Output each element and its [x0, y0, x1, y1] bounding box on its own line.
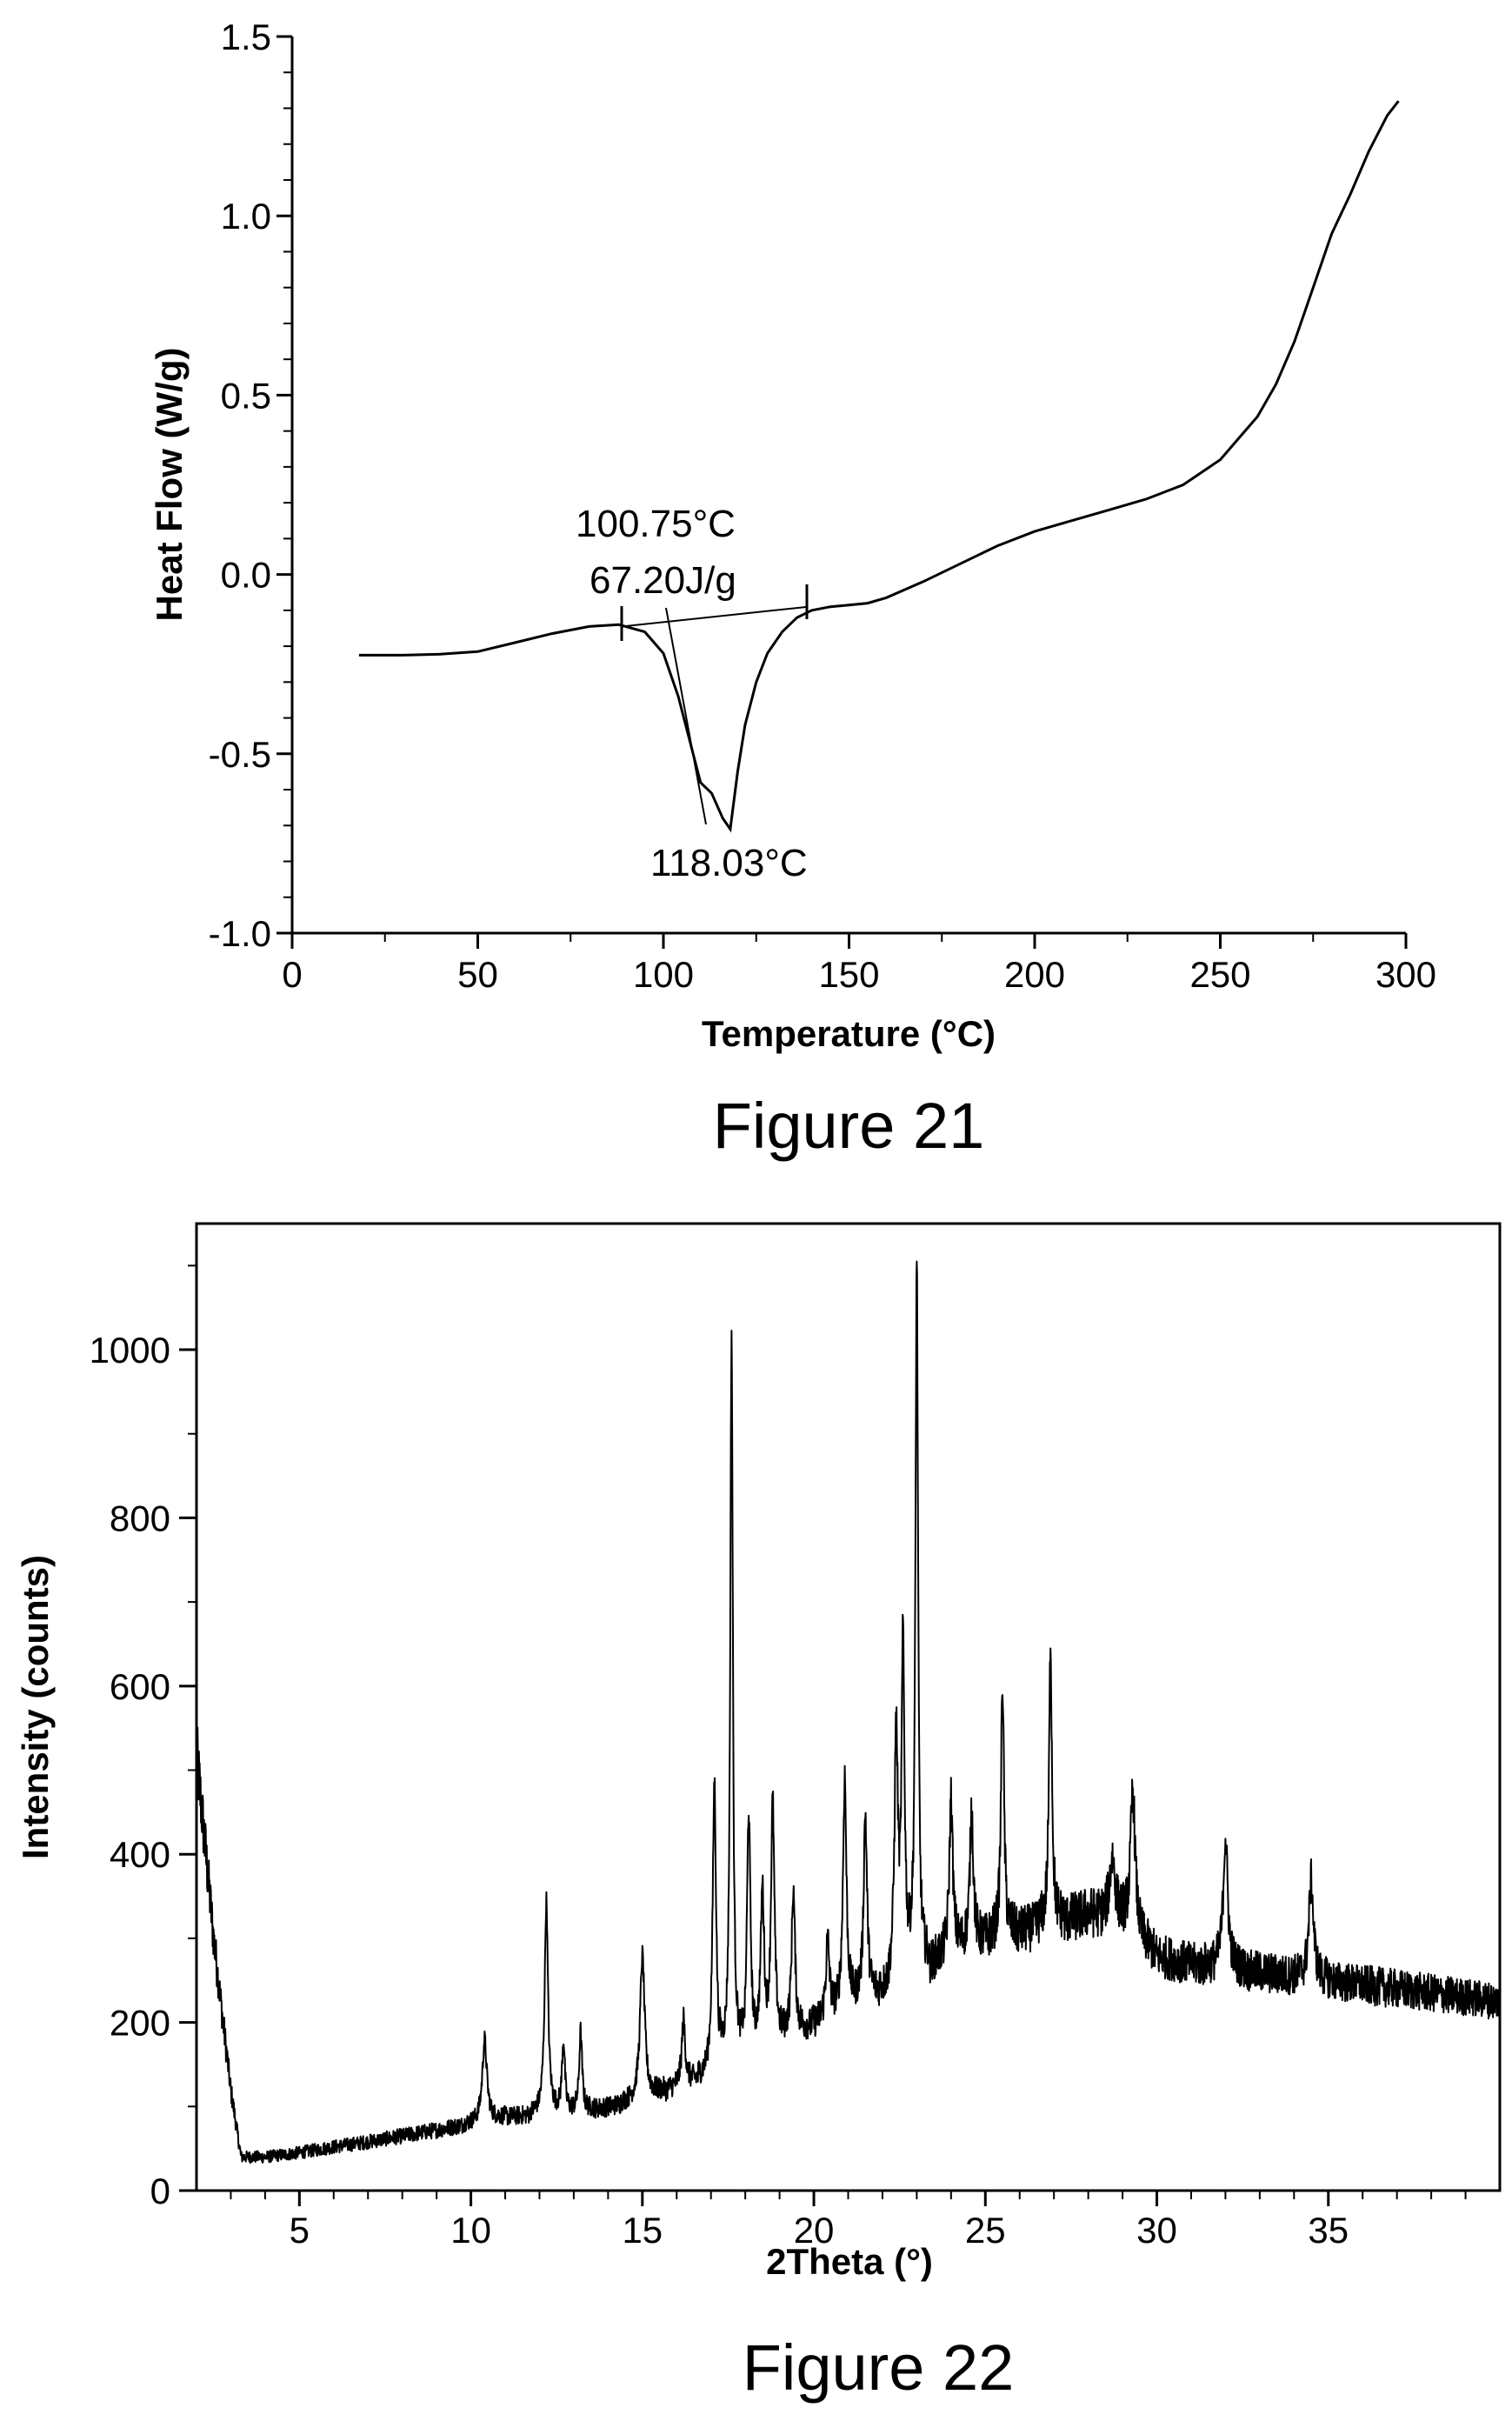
- xrpd-chart: 5 10 15 20 25 30 35 0 200 400 600 800 1000 2Theta (…: [15, 1222, 1502, 2404]
- dsc-onset-label: 100.75°C: [576, 503, 736, 545]
- dsc-curve: [358, 100, 1400, 833]
- dsc-onset-tangent: [665, 607, 707, 825]
- dsc-y-tick-label: 1.0: [221, 196, 271, 237]
- dsc-y-tick-label: -1.0: [209, 913, 271, 954]
- dsc-y-ticks: -1.0 -0.5 0.0 0.5 1.0 1.5: [209, 17, 292, 954]
- dsc-y-tick-label: 0.5: [221, 375, 271, 416]
- dsc-x-tick-label: 150: [818, 954, 879, 995]
- xrpd-y-tick-label: 800: [110, 1497, 170, 1538]
- xrpd-plot-frame: [195, 1222, 1502, 2192]
- xrpd-x-tick-label: 30: [1136, 2210, 1177, 2251]
- dsc-peak-label: 118.03°C: [650, 842, 808, 884]
- xrpd-x-axis-title: 2Theta (°): [766, 2241, 933, 2282]
- dsc-x-tick-label: 50: [457, 954, 498, 995]
- dsc-y-tick-label: 0.0: [221, 555, 271, 596]
- xrpd-pattern: [196, 1260, 1501, 2165]
- dsc-enthalpy-label: 67.20J/g: [589, 559, 736, 602]
- xrpd-y-tick-label: 600: [110, 1666, 170, 1707]
- dsc-y-axis-title: Heat Flow (W/g): [149, 348, 190, 622]
- dsc-x-tick-label: 200: [1004, 954, 1065, 995]
- dsc-x-tick-label: 250: [1189, 954, 1250, 995]
- dsc-x-axis-title: Temperature (°C): [702, 1013, 996, 1054]
- xrpd-y-axis-title: Intensity (counts): [15, 1555, 56, 1859]
- xrpd-y-tick-label: 0: [150, 2171, 170, 2211]
- dsc-figure-caption: Figure 21: [713, 1090, 985, 1162]
- xrpd-y-tick-label: 1000: [90, 1330, 170, 1371]
- xrpd-y-tick-label: 200: [110, 2003, 170, 2044]
- dsc-x-tick-label: 100: [633, 954, 694, 995]
- xrpd-figure-caption: Figure 22: [743, 2331, 1015, 2404]
- dsc-chart: 0 50 100 150 200 250 300 -1.0-0.50.00.51.01.5 …: [149, 17, 1436, 1162]
- dsc-y-tick-label: 1.5: [221, 17, 271, 57]
- dsc-x-tick-label: 0: [282, 954, 302, 995]
- dsc-y-tick-label: -0.5: [209, 734, 271, 775]
- dsc-baseline: [622, 605, 809, 628]
- xrpd-x-tick-label: 5: [290, 2210, 310, 2251]
- dsc-x-ticks: 0 50 100 150 200 250 300: [282, 933, 1436, 995]
- dsc-x-tick-label: 300: [1375, 954, 1436, 995]
- xrpd-y-ticks: 0 200 400 600 800 1000: [90, 1264, 196, 2211]
- xrpd-x-tick-label: 10: [450, 2210, 491, 2251]
- xrpd-x-tick-label: 35: [1308, 2210, 1349, 2251]
- xrpd-x-tick-label: 15: [622, 2210, 663, 2251]
- xrpd-y-tick-label: 400: [110, 1834, 170, 1875]
- xrpd-x-ticks: 5 10 15 20 25 30 35: [230, 2191, 1467, 2251]
- xrpd-x-tick-label: 20: [794, 2210, 835, 2251]
- xrpd-x-tick-label: 25: [965, 2210, 1006, 2251]
